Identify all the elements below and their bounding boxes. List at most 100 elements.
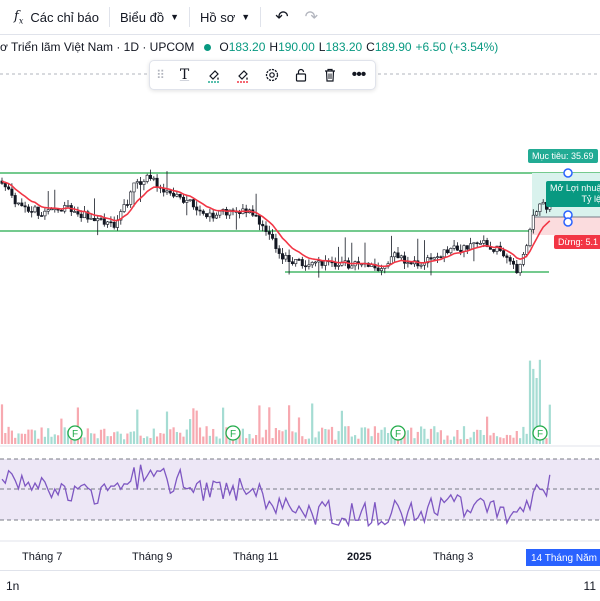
volume-bar — [436, 432, 439, 444]
candle-body — [366, 262, 370, 267]
open-pl-line2: Tỷ lệ R — [581, 194, 600, 204]
earnings-event-icon[interactable] — [67, 425, 83, 441]
volume-bar — [410, 427, 413, 444]
volume-bar — [420, 426, 423, 444]
volume-bar — [66, 430, 70, 444]
range-button[interactable]: 1n — [6, 579, 20, 593]
candle-body — [261, 223, 265, 227]
more-icon[interactable]: ••• — [351, 66, 367, 83]
volume-bar — [159, 433, 162, 444]
volume-bar — [446, 435, 449, 444]
volume-bar — [482, 434, 485, 444]
chart-type-button[interactable]: Biểu đồ ▼ — [114, 0, 185, 34]
volume-bar — [532, 368, 535, 444]
undo-button[interactable]: ↶ — [265, 0, 298, 34]
volume-bar — [542, 438, 545, 444]
volume-bar — [489, 435, 492, 444]
candle-body — [3, 183, 7, 188]
lock-icon[interactable] — [286, 61, 315, 89]
volume-bar — [27, 429, 30, 444]
volume-bar — [337, 431, 340, 444]
candle-body — [149, 174, 153, 179]
candle-body — [188, 199, 192, 201]
candle-body — [30, 211, 34, 213]
candle-body — [16, 202, 20, 205]
settings-icon[interactable] — [257, 61, 286, 89]
volume-bar — [245, 438, 248, 444]
candle-body — [280, 253, 284, 260]
event-marker-label: F — [537, 429, 543, 440]
volume-bar — [505, 434, 508, 444]
volume-bar — [469, 437, 472, 444]
target-handle[interactable] — [563, 168, 573, 178]
volume-bar — [317, 431, 320, 444]
drag-handle-icon[interactable]: ⠿ — [156, 68, 165, 82]
symbol-legend: ơ Triển lãm Việt Nam · 1D · UPCOM O 183.2… — [0, 38, 502, 56]
indicators-button[interactable]: fx Các chỉ báo — [0, 0, 105, 34]
chart-area[interactable]: F F F F Tháng 7 Tháng 9 Tháng 11 2025 Tháng… — [0, 56, 600, 570]
volume-bar — [291, 431, 294, 444]
candle-body — [175, 193, 179, 197]
open-pl-label[interactable]: Mở Lợi nhuậ Tỷ lệ R — [546, 181, 600, 207]
target-label[interactable]: Mục tiêu: 35.69 — [528, 149, 598, 163]
toolbar-divider — [189, 7, 190, 27]
candle-body — [33, 206, 37, 213]
market-status-dot[interactable] — [204, 43, 212, 51]
volume-bar — [512, 437, 515, 444]
candle-body — [264, 225, 268, 232]
line-color-icon[interactable] — [228, 61, 257, 89]
open-key: O — [219, 40, 229, 54]
earnings-event-icon[interactable] — [390, 425, 406, 441]
stop-label[interactable]: Dừng: 5.1 — [554, 235, 600, 249]
volume-bar — [294, 432, 297, 444]
candle-body — [426, 257, 430, 264]
volume-bar — [429, 428, 433, 444]
volume-bar — [208, 435, 211, 444]
volume-bar — [297, 417, 301, 444]
volume-bar — [492, 432, 495, 444]
candle-body — [492, 249, 496, 252]
candle-body — [257, 215, 261, 225]
volume-bar — [390, 431, 393, 444]
candle-body — [396, 252, 400, 259]
text-icon[interactable]: T — [179, 67, 190, 83]
stop-handle[interactable] — [563, 217, 573, 227]
candle-body — [535, 211, 539, 216]
volume-bar — [185, 429, 188, 444]
redo-icon: ↷ — [304, 9, 318, 26]
redo-button[interactable]: ↷ — [299, 0, 324, 34]
candle-body — [531, 214, 535, 230]
fill-color-icon[interactable] — [199, 61, 228, 89]
volume-bar — [525, 433, 528, 444]
volume-bar — [156, 436, 159, 444]
candle-body — [478, 243, 482, 245]
volume-bar — [4, 433, 7, 444]
low-value: 183.20 — [325, 40, 363, 54]
volume-bar — [198, 427, 202, 444]
open-pl-line1: Mở Lợi nhuậ — [550, 183, 600, 193]
candle-body — [350, 265, 354, 269]
candle-body — [429, 257, 433, 260]
candle-body — [43, 210, 47, 217]
volume-bar — [380, 429, 383, 444]
volume-bar — [400, 437, 403, 444]
candle-body — [66, 205, 70, 207]
candle-body — [46, 209, 50, 212]
profile-button[interactable]: Hồ sơ ▼ — [194, 0, 256, 34]
earnings-event-icon[interactable] — [532, 425, 548, 441]
candle-body — [541, 201, 545, 205]
candle-body — [406, 262, 410, 264]
volume-bar — [396, 438, 400, 444]
volume-bar — [393, 439, 396, 444]
volume-bar — [175, 431, 178, 444]
volume-bar — [459, 439, 462, 444]
trash-icon[interactable] — [315, 61, 344, 89]
volume-bar — [486, 416, 489, 444]
volume-bar — [86, 428, 89, 444]
candle-body — [122, 204, 126, 212]
candle-body — [254, 214, 258, 217]
earnings-event-icon[interactable] — [225, 425, 241, 441]
volume-bar — [126, 433, 129, 444]
symbol-title[interactable]: ơ Triển lãm Việt Nam · 1D · UPCOM — [0, 40, 195, 54]
candle-body — [168, 190, 172, 194]
